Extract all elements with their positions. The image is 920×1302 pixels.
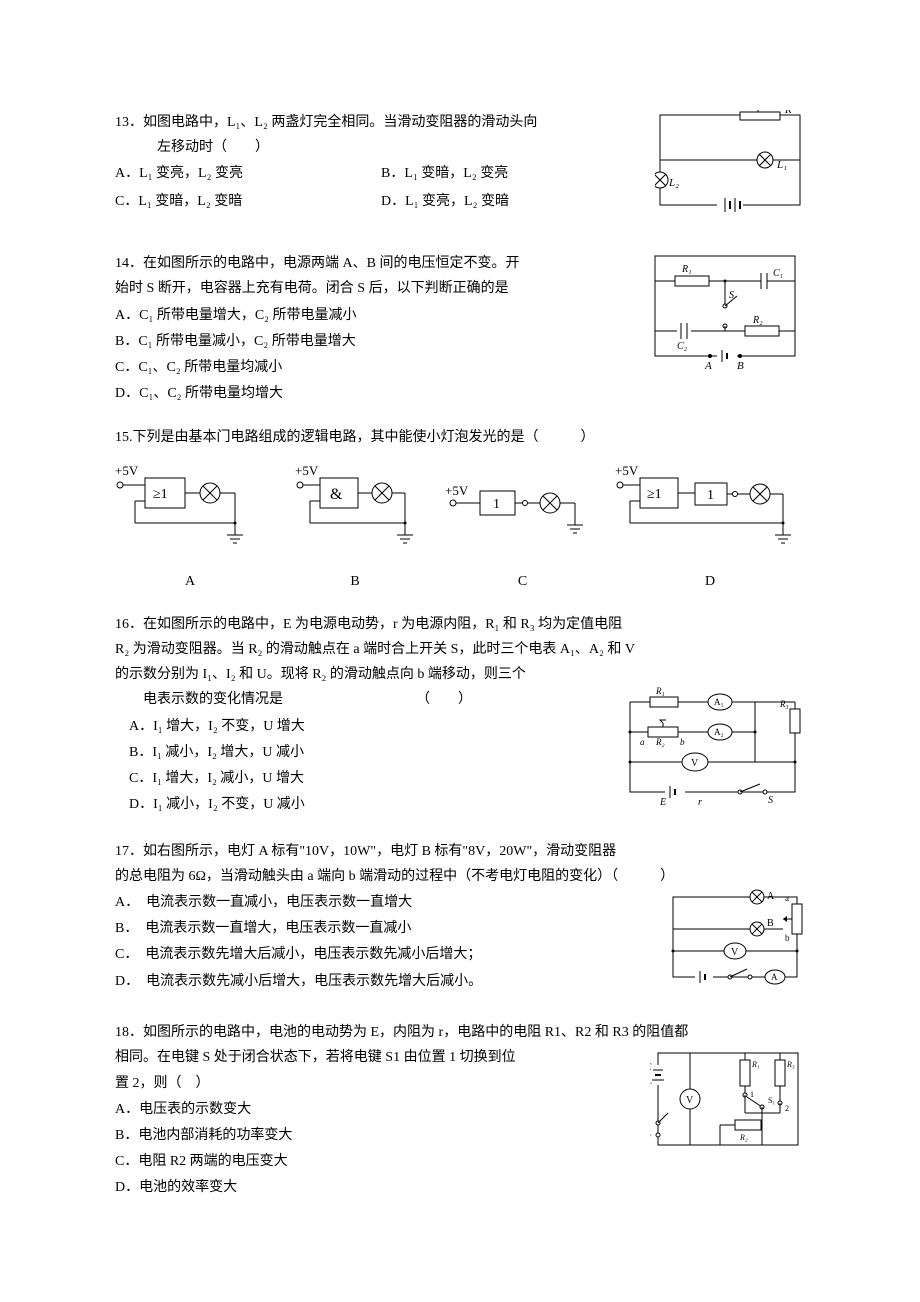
label-a: a — [785, 893, 789, 903]
label-V: V — [691, 758, 699, 769]
q14-stem-l2: 始时 S 断开，电容器上充有电荷。闭合 S 后，以下判断正确的是 — [115, 281, 509, 296]
q13-num: 13． — [115, 115, 143, 130]
label-R1b: R₁ — [751, 1060, 760, 1069]
label-S: S — [650, 1129, 651, 1139]
question-13: R L₁ L₂ 13．如图电路中，L₁、L₂ 两盏灯 — [115, 110, 805, 233]
q13-opt-A: A．L₁ 变亮，L₂ 变亮 — [115, 161, 381, 186]
q15-fig-D: +5V ≥1 1 — [615, 463, 805, 594]
label-R: R — [784, 110, 792, 116]
label-E: E — [650, 1062, 652, 1072]
label-r: r — [698, 797, 702, 807]
label-A2: A₂ — [714, 727, 724, 737]
q15D-gate-not: 1 — [707, 488, 714, 503]
q15D-gate-or: ≥1 — [647, 487, 662, 502]
label-R3: R₃ — [779, 699, 789, 709]
q15-stem-text: 下列是由基本门电路组成的逻辑电路，其中能使小灯泡发光的是（ ） — [133, 430, 595, 445]
q18-stem-l1: 如图所示的电路中，电池的电动势为 E，内阻为 r，电路中的电阻 R1、R2 和 … — [143, 1025, 688, 1040]
q15-letter-D: D — [615, 569, 805, 594]
label-r: r — [650, 1079, 652, 1089]
q18-stem-l3: 置 2，则（ ） — [115, 1076, 210, 1091]
q14-figure: R₁ C₁ S C₂ — [645, 251, 805, 380]
q14-num: 14． — [115, 256, 143, 271]
question-15: 15.下列是由基本门电路组成的逻辑电路，其中能使小灯泡发光的是（ ） +5V ≥… — [115, 425, 805, 594]
label-b: b — [680, 737, 685, 747]
label-B: B — [737, 360, 744, 371]
question-17: 17．如右图所示，电灯 A 标有"10V，10W"，电灯 B 标有"8V，20W… — [115, 839, 805, 1003]
q15-letter-C: C — [445, 569, 600, 594]
q15A-5v: +5V — [115, 463, 139, 478]
q15D-5v: +5V — [615, 463, 639, 478]
q16-stem-l2: R₂ 为滑动变阻器。当 R₂ 的滑动触点在 a 端时合上开关 S，此时三个电表 … — [115, 642, 635, 657]
q18-opt-D: D．电池的效率变大 — [115, 1175, 805, 1200]
question-18: 18．如图所示的电路中，电池的电动势为 E，内阻为 r，电路中的电阻 R1、R2… — [115, 1020, 805, 1201]
label-S: S — [729, 290, 734, 301]
label-R2b: R₂ — [739, 1133, 748, 1142]
question-16: 16．在如图所示的电路中，E 为电源电动势，r 为电源内阻，R₁ 和 R₃ 均为… — [115, 612, 805, 821]
q13-stem-l2: 左移动时（ ） — [157, 140, 269, 155]
q13-opt-C: C．L₁ 变暗，L₂ 变暗 — [115, 189, 381, 214]
q13-options: A．L₁ 变亮，L₂ 变亮 B．L₁ 变暗，L₂ 变亮 C．L₁ 变暗，L₂ 变… — [115, 160, 647, 214]
q18-stem-l2: 相同。在电键 S 处于闭合状态下，若将电键 S1 由位置 1 切换到位 — [115, 1050, 516, 1065]
q16-stem-l3: 的示数分别为 I₁、I₂ 和 U。现将 R₂ 的滑动触点向 b 端移动，则三个 — [115, 667, 526, 682]
q16-stem-l1: 在如图所示的电路中，E 为电源电动势，r 为电源内阻，R₁ 和 R₃ 均为定值电… — [143, 617, 622, 632]
label-R3b: R₃ — [786, 1060, 795, 1069]
label-a: a — [640, 737, 645, 747]
q13-stem-l1: 如图电路中，L₁、L₂ 两盏灯完全相同。当滑动变阻器的滑动头向 — [143, 115, 537, 130]
q15C-5v: +5V — [445, 483, 469, 498]
q15B-gate: & — [330, 486, 343, 503]
label-lampA-A: A — [767, 891, 775, 902]
q16-num: 16． — [115, 617, 143, 632]
q15B-5v: +5V — [295, 463, 319, 478]
label-C2: C₂ — [677, 341, 688, 352]
q13-opt-B: B．L₁ 变暗，L₂ 变亮 — [381, 161, 647, 186]
label-p1: 1 — [750, 1090, 754, 1099]
label-C1: C₁ — [773, 268, 783, 279]
label-R2: R₂ — [655, 737, 665, 747]
label-L2: L₂ — [668, 177, 679, 189]
q15-fig-B: +5V & — [280, 463, 430, 594]
label-E: E — [659, 797, 666, 807]
label-S1: S₁ — [768, 1096, 775, 1105]
q17-stem-l2: 的总电阻为 6Ω，当滑动触头由 a 端向 b 端滑动的过程中（不考电灯电阻的变化… — [115, 869, 674, 884]
q15A-gate: ≥1 — [153, 487, 168, 502]
q14-opt-D: D．C₁、C₂ 所带电量均增大 — [115, 381, 805, 406]
q15-fig-A: +5V ≥1 — [115, 463, 265, 594]
q16-figure: R₁ A₁ R₃ a R₂ b A₂ — [620, 687, 805, 816]
q16-stem: 16．在如图所示的电路中，E 为电源电动势，r 为电源内阻，R₁ 和 R₃ 均为… — [115, 612, 805, 688]
q15-fig-C: +5V 1 C — [445, 463, 600, 594]
q18-stem: 18．如图所示的电路中，电池的电动势为 E，内阻为 r，电路中的电阻 R1、R2… — [115, 1020, 805, 1045]
worksheet-page: R L₁ L₂ 13．如图电路中，L₁、L₂ 两盏灯 — [0, 0, 920, 1302]
q17-figure: A a B b V — [665, 889, 805, 998]
q15-figures: +5V ≥1 — [115, 463, 805, 594]
label-R1: R₁ — [655, 687, 665, 696]
label-R2: R₂ — [752, 315, 763, 326]
label-p2: 2 — [785, 1104, 789, 1113]
q15-num: 15. — [115, 430, 133, 445]
label-V: V — [686, 1095, 694, 1106]
q17-num: 17． — [115, 844, 143, 859]
q17-stem-l1: 如右图所示，电灯 A 标有"10V，10W"，电灯 B 标有"8V，20W"，滑… — [143, 844, 616, 859]
label-lampB-B: B — [767, 918, 774, 929]
label-b: b — [785, 933, 790, 943]
q14-stem-l1: 在如图所示的电路中，电源两端 A、B 间的电压恒定不变。开 — [143, 256, 519, 271]
q15C-gate: 1 — [493, 497, 500, 512]
q18-figure: E r S V R₁ R₃ 1 — [650, 1045, 805, 1164]
q13-figure: R L₁ L₂ — [655, 110, 805, 229]
question-14: R₁ C₁ S C₂ — [115, 251, 805, 407]
q18-num: 18． — [115, 1025, 143, 1040]
label-L1: L₁ — [776, 159, 787, 171]
q17-stem: 17．如右图所示，电灯 A 标有"10V，10W"，电灯 B 标有"8V，20W… — [115, 839, 805, 889]
label-A: A — [704, 360, 712, 371]
q15-letter-A: A — [115, 569, 265, 594]
q15-letter-B: B — [280, 569, 430, 594]
label-R1: R₁ — [681, 264, 692, 275]
label-V: V — [731, 947, 739, 958]
label-S: S — [768, 795, 773, 806]
label-Am: A — [771, 972, 778, 982]
q15-stem: 15.下列是由基本门电路组成的逻辑电路，其中能使小灯泡发光的是（ ） — [115, 425, 805, 450]
label-A1: A₁ — [714, 697, 724, 707]
q13-opt-D: D．L₁ 变亮，L₂ 变暗 — [381, 189, 647, 214]
